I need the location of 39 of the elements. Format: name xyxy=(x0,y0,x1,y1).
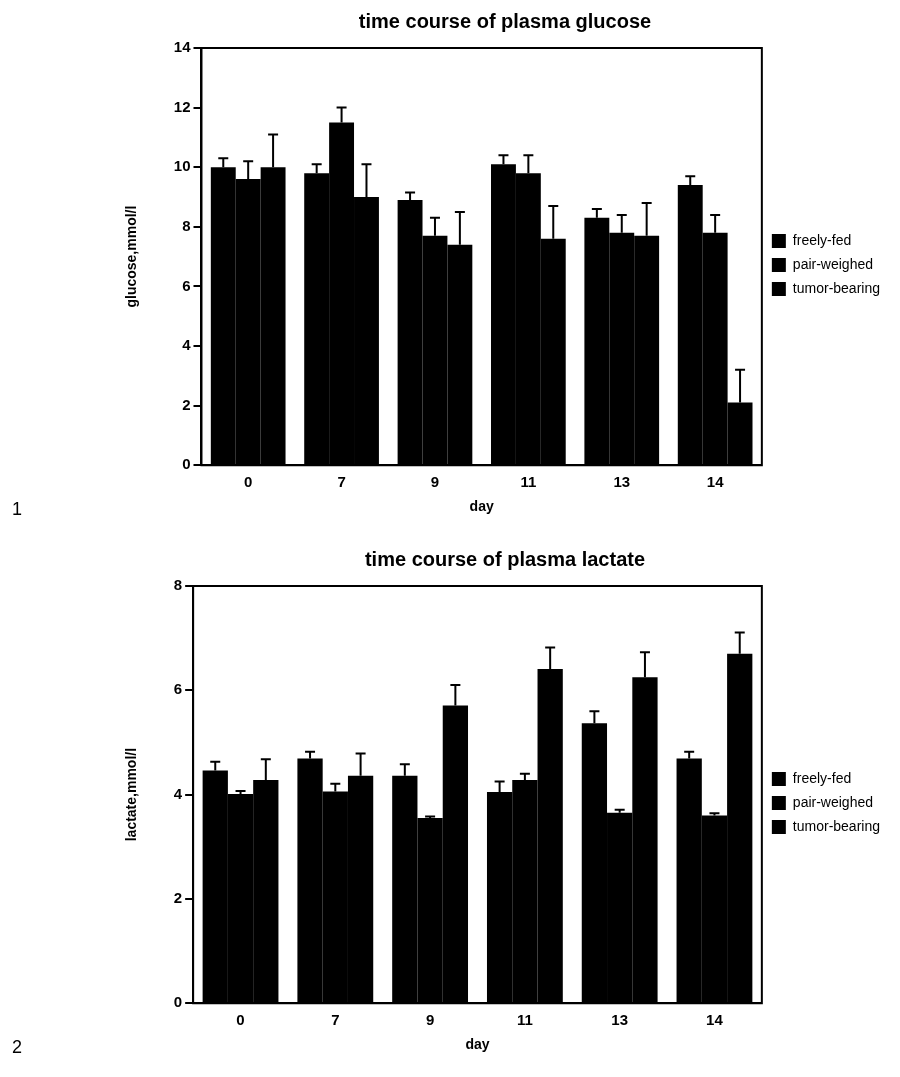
x-tick-label: 7 xyxy=(331,1011,340,1029)
x-tick-label: 9 xyxy=(430,473,440,491)
legend-label: freely-fed xyxy=(792,231,852,248)
x-axis-title: day xyxy=(465,1036,490,1053)
y-tick-label: 14 xyxy=(173,38,192,56)
legend-label: freely-fed xyxy=(792,769,852,786)
x-tick-label: 0 xyxy=(236,1011,245,1029)
y-tick-label: 8 xyxy=(173,576,183,594)
y-tick-label: 6 xyxy=(173,680,183,698)
x-tick-label: 14 xyxy=(706,473,725,491)
x-tick-label: 7 xyxy=(337,473,346,491)
x-tick-label: 11 xyxy=(516,1011,533,1029)
legend-label: tumor-bearing xyxy=(792,817,880,834)
text: 1 xyxy=(12,499,23,520)
y-axis-title: glucose,mmol/l xyxy=(123,205,140,308)
y-tick-label: 2 xyxy=(182,395,191,413)
y-tick-label: 2 xyxy=(173,889,183,907)
y-tick-label: 6 xyxy=(182,276,191,294)
y-axis-title: lactate,mmol/l xyxy=(123,747,140,842)
y-tick-label: 4 xyxy=(173,784,183,802)
y-tick-label: 0 xyxy=(182,455,191,473)
legend-label: tumor-bearing xyxy=(792,279,880,296)
y-tick-label: 0 xyxy=(173,993,183,1011)
x-tick-label: 11 xyxy=(520,473,537,491)
y-tick-label: 4 xyxy=(182,336,192,354)
y-tick-label: 8 xyxy=(182,216,191,234)
x-axis-title: day xyxy=(469,498,494,515)
y-tick-label: 10 xyxy=(173,157,191,175)
x-tick-label: 13 xyxy=(611,1011,629,1029)
x-tick-label: 13 xyxy=(613,473,631,491)
legend-label: pair-weighed xyxy=(792,255,874,272)
chart-title: time course of plasma lactate xyxy=(364,547,646,570)
x-tick-label: 0 xyxy=(244,473,253,491)
legend-label: pair-weighed xyxy=(792,793,874,810)
text: 2 xyxy=(12,1037,23,1058)
chart-title: time course of plasma glucose xyxy=(358,9,652,32)
x-tick-label: 14 xyxy=(706,1011,724,1029)
y-tick-label: 12 xyxy=(173,97,191,115)
x-tick-label: 9 xyxy=(425,1011,435,1029)
